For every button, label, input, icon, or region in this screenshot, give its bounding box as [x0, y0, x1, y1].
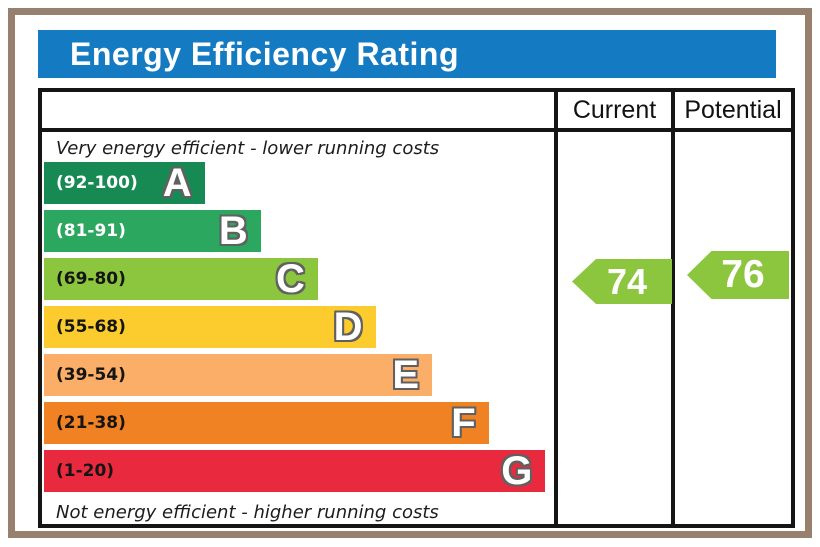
current-column-header: Current — [554, 92, 671, 128]
band-range-label: (21-38) — [56, 413, 126, 433]
potential-column-header: Potential — [671, 92, 791, 128]
current-value-cell — [554, 132, 671, 526]
rating-table: Current Potential Very energy efficient … — [38, 88, 795, 528]
potential-rating-value: 76 — [721, 253, 765, 296]
band-letter: G — [501, 449, 533, 493]
band-letter: B — [218, 209, 248, 253]
band-range-label: (81-91) — [56, 221, 126, 241]
top-caption: Very energy efficient - lower running co… — [56, 137, 440, 159]
table-body-row: Very energy efficient - lower running co… — [42, 132, 791, 526]
bottom-caption: Not energy efficient - higher running co… — [56, 501, 439, 523]
band-row-d: (55-68) D — [44, 306, 376, 348]
potential-value-cell — [671, 132, 791, 526]
band-row-f: (21-38) F — [44, 402, 489, 444]
band-row-e: (39-54) E — [44, 353, 433, 397]
current-rating-arrow-icon: 74 — [572, 259, 672, 304]
band-row-a: (92-100) A — [44, 162, 205, 204]
current-rating-value: 74 — [606, 260, 648, 302]
table-header-row: Current Potential — [42, 92, 791, 132]
band-range-label: (92-100) — [56, 173, 138, 193]
band-letter: F — [451, 401, 476, 445]
band-row-g: (1-20) G — [44, 449, 546, 493]
band-letter: D — [333, 305, 363, 349]
band-range-label: (39-54) — [56, 365, 126, 385]
bands-cell: Very energy efficient - lower running co… — [42, 132, 554, 526]
band-letter: E — [392, 353, 420, 397]
band-row-b: (81-91) B — [44, 210, 261, 252]
page-title: Energy Efficiency Rating — [70, 35, 459, 72]
band-letter: C — [275, 257, 305, 301]
potential-rating-arrow-icon: 76 — [687, 251, 789, 299]
band-range-label: (69-80) — [56, 269, 126, 289]
header-spacer-cell — [42, 92, 554, 128]
band-letter: A — [162, 161, 192, 205]
band-range-label: (55-68) — [56, 317, 126, 337]
band-row-c: (69-80) C — [44, 258, 318, 300]
title-bar: Energy Efficiency Rating — [38, 30, 776, 78]
band-range-label: (1-20) — [56, 461, 115, 481]
